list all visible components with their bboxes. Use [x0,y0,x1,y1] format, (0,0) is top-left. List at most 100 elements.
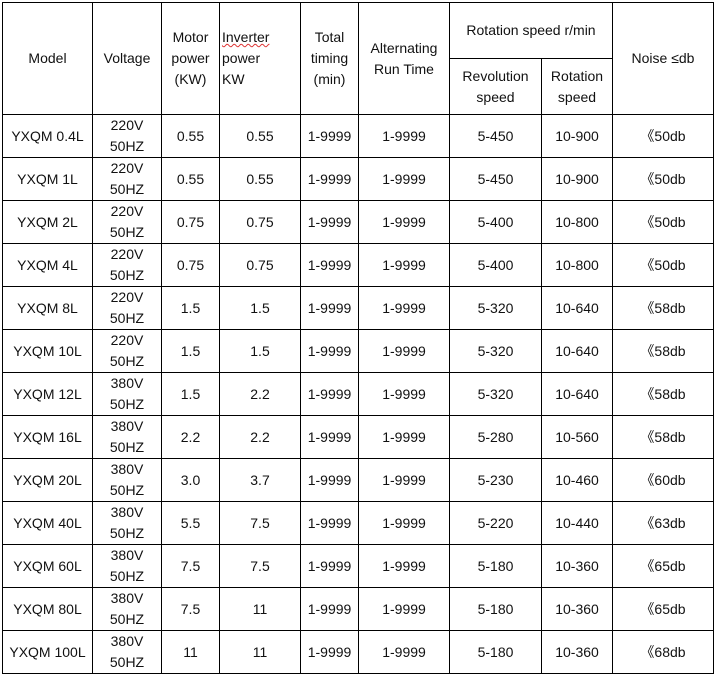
cell-alternating-run-time: 1-9999 [358,200,450,244]
cell-noise: 《58db [612,372,714,416]
cell-alternating-run-time: 1-9999 [358,372,450,416]
cell-noise: 《65db [612,587,714,631]
cell-noise: 《68db [612,630,714,674]
cell-total-timing: 1-9999 [300,114,359,158]
cell-voltage: 380V 50HZ [92,501,162,545]
cell-noise: 《58db [612,415,714,459]
cell-revolution-speed: 5-400 [449,243,542,287]
cell-total-timing: 1-9999 [300,157,359,201]
cell-model: YXQM 60L [2,544,93,588]
cell-rotation-speed: 10-900 [541,157,613,201]
cell-inverter-power: 11 [219,630,301,674]
cell-rotation-speed: 10-800 [541,200,613,244]
cell-model: YXQM 12L [2,372,93,416]
cell-noise: 《65db [612,544,714,588]
cell-voltage: 220V 50HZ [92,114,162,158]
cell-total-timing: 1-9999 [300,372,359,416]
table-row: YXQM 1L 220V 50HZ 0.55 0.55 1-9999 1-9999 5-450… [2,157,714,201]
cell-model: YXQM 40L [2,501,93,545]
cell-noise: 《58db [612,286,714,330]
header-revolution-speed: Revolution speed [449,58,542,115]
cell-inverter-power: 1.5 [219,286,301,330]
cell-rotation-speed: 10-440 [541,501,613,545]
cell-motor-power: 0.55 [161,157,220,201]
cell-voltage: 380V 50HZ [92,415,162,459]
table-row: YXQM 100L 380V 50HZ 11 11 1-9999 1-9999 5-180 10… [2,630,714,674]
cell-noise: 《50db [612,114,714,158]
table-row: YXQM 40L 380V 50HZ 5.5 7.5 1-9999 1-9999 5-220 1… [2,501,714,545]
cell-motor-power: 0.75 [161,200,220,244]
cell-noise: 《58db [612,329,714,373]
cell-total-timing: 1-9999 [300,200,359,244]
cell-revolution-speed: 5-450 [449,114,542,158]
cell-voltage: 220V 50HZ [92,200,162,244]
cell-model: YXQM 8L [2,286,93,330]
cell-revolution-speed: 5-230 [449,458,542,502]
cell-alternating-run-time: 1-9999 [358,458,450,502]
cell-motor-power: 7.5 [161,587,220,631]
cell-motor-power: 11 [161,630,220,674]
table-row: YXQM 60L 380V 50HZ 7.5 7.5 1-9999 1-9999 5-180 1… [2,544,714,588]
cell-revolution-speed: 5-180 [449,544,542,588]
cell-model: YXQM 1L [2,157,93,201]
table-row: YXQM 12L 380V 50HZ 1.5 2.2 1-9999 1-9999 5-320 1… [2,372,714,416]
cell-voltage: 220V 50HZ [92,286,162,330]
cell-rotation-speed: 10-800 [541,243,613,287]
cell-revolution-speed: 5-320 [449,286,542,330]
cell-alternating-run-time: 1-9999 [358,114,450,158]
cell-alternating-run-time: 1-9999 [358,544,450,588]
table-row: YXQM 0.4L 220V 50HZ 0.55 0.55 1-9999 1-9999 5-4… [2,114,714,158]
cell-rotation-speed: 10-900 [541,114,613,158]
cell-noise: 《63db [612,501,714,545]
header-rotation-speed-group: Rotation speed r/min [449,2,613,59]
cell-total-timing: 1-9999 [300,544,359,588]
cell-motor-power: 1.5 [161,372,220,416]
cell-motor-power: 0.75 [161,243,220,287]
table-row: YXQM 8L 220V 50HZ 1.5 1.5 1-9999 1-9999 5-320 10… [2,286,714,330]
cell-voltage: 220V 50HZ [92,243,162,287]
header-model: Model [2,2,93,115]
header-alternating-run-time: Alternating Run Time [358,2,450,115]
cell-alternating-run-time: 1-9999 [358,501,450,545]
cell-voltage: 380V 50HZ [92,458,162,502]
cell-revolution-speed: 5-450 [449,157,542,201]
cell-revolution-speed: 5-280 [449,415,542,459]
cell-revolution-speed: 5-180 [449,587,542,631]
cell-model: YXQM 20L [2,458,93,502]
cell-model: YXQM 10L [2,329,93,373]
cell-inverter-power: 0.75 [219,200,301,244]
cell-noise: 《60db [612,458,714,502]
cell-revolution-speed: 5-320 [449,329,542,373]
cell-inverter-power: 1.5 [219,329,301,373]
cell-rotation-speed: 10-640 [541,286,613,330]
cell-voltage: 380V 50HZ [92,372,162,416]
cell-inverter-power: 7.5 [219,544,301,588]
header-inverter-power: Inverter power KW [219,2,301,115]
cell-rotation-speed: 10-640 [541,329,613,373]
cell-total-timing: 1-9999 [300,329,359,373]
cell-total-timing: 1-9999 [300,630,359,674]
cell-inverter-power: 0.55 [219,157,301,201]
cell-rotation-speed: 10-640 [541,372,613,416]
cell-voltage: 220V 50HZ [92,157,162,201]
cell-motor-power: 1.5 [161,286,220,330]
table-row: YXQM 16L 380V 50HZ 2.2 2.2 1-9999 1-9999 5-280 1… [2,415,714,459]
cell-inverter-power: 3.7 [219,458,301,502]
table-row: YXQM 80L 380V 50HZ 7.5 11 1-9999 1-9999 5-180 10… [2,587,714,631]
cell-rotation-speed: 10-360 [541,544,613,588]
cell-voltage: 220V 50HZ [92,329,162,373]
cell-voltage: 380V 50HZ [92,630,162,674]
cell-inverter-power: 2.2 [219,415,301,459]
cell-motor-power: 5.5 [161,501,220,545]
cell-motor-power: 3.0 [161,458,220,502]
cell-rotation-speed: 10-460 [541,458,613,502]
cell-inverter-power: 0.75 [219,243,301,287]
cell-motor-power: 0.55 [161,114,220,158]
cell-alternating-run-time: 1-9999 [358,286,450,330]
cell-revolution-speed: 5-320 [449,372,542,416]
cell-alternating-run-time: 1-9999 [358,243,450,287]
cell-alternating-run-time: 1-9999 [358,415,450,459]
header-motor-power: Motor power (KW) [161,2,220,115]
cell-revolution-speed: 5-400 [449,200,542,244]
